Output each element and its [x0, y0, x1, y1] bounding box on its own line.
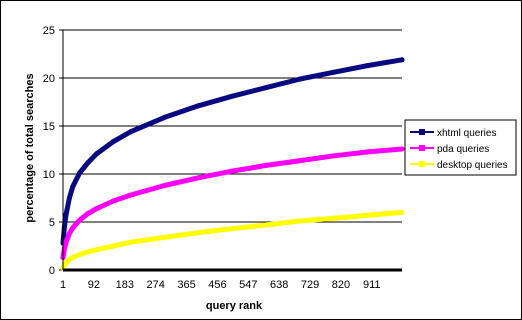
- data-point: [229, 168, 235, 174]
- y-tick-label: 25: [43, 25, 55, 37]
- data-point: [263, 162, 269, 168]
- data-point: [111, 243, 117, 249]
- y-tick-label: 15: [43, 121, 55, 133]
- y-tick-label: 20: [43, 73, 55, 85]
- data-point: [297, 76, 303, 82]
- series-lines: [60, 57, 405, 271]
- x-tick-label: 183: [116, 279, 134, 291]
- y-axis-ticks: 0 5 10 15 20 25: [43, 25, 63, 277]
- x-tick-label: 638: [270, 279, 288, 291]
- x-axis-ticks: 1 92 183 274 365 456 547 638 729 820 911: [60, 279, 381, 291]
- data-point: [229, 226, 235, 232]
- data-point: [94, 151, 100, 157]
- data-point: [195, 230, 201, 236]
- legend-swatch-marker: [419, 145, 425, 151]
- y-tick-label: 10: [43, 169, 55, 181]
- x-tick-label: 911: [363, 279, 381, 291]
- data-point: [63, 211, 69, 217]
- data-point: [94, 247, 100, 253]
- data-point: [85, 249, 91, 255]
- data-point: [297, 218, 303, 224]
- data-point: [195, 103, 201, 109]
- legend-swatch-marker: [419, 161, 425, 167]
- data-point: [162, 114, 167, 120]
- data-point: [94, 206, 100, 212]
- data-point: [77, 170, 83, 176]
- x-tick-label: 547: [239, 279, 257, 291]
- data-point: [63, 239, 69, 245]
- data-point: [128, 192, 133, 198]
- series-line-2: [60, 209, 405, 271]
- x-tick-label: 1: [60, 279, 66, 291]
- series-line-0: [60, 57, 405, 246]
- x-tick-label: 274: [146, 279, 164, 291]
- legend-label: xhtml queries: [437, 128, 496, 139]
- y-axis-title: percentage of total searches: [24, 73, 36, 222]
- y-tick-label: 5: [49, 217, 55, 229]
- data-point: [399, 146, 405, 152]
- data-point: [195, 175, 201, 181]
- data-point: [128, 239, 133, 245]
- x-tick-label: 456: [208, 279, 226, 291]
- data-point: [229, 93, 235, 99]
- data-point: [111, 138, 117, 144]
- data-point: [63, 259, 69, 265]
- data-point: [66, 195, 72, 201]
- x-tick-label: 365: [177, 279, 195, 291]
- x-tick-label: 820: [332, 279, 350, 291]
- data-point: [399, 57, 405, 63]
- data-point: [85, 160, 91, 165]
- data-point: [331, 215, 337, 221]
- data-point: [297, 158, 303, 164]
- gridlines: [63, 29, 402, 223]
- data-point: [263, 85, 269, 91]
- x-tick-label: 729: [301, 279, 319, 291]
- data-point: [128, 129, 133, 135]
- data-point: [365, 149, 371, 155]
- data-point: [162, 234, 167, 240]
- data-point: [162, 183, 167, 188]
- y-tick-label: 0: [49, 265, 55, 277]
- data-point: [331, 153, 337, 159]
- data-point: [85, 210, 91, 216]
- legend: xhtml queries pda queries desktop queries: [404, 119, 517, 176]
- data-point: [70, 184, 76, 189]
- data-point: [331, 69, 337, 75]
- x-axis-title: query rank: [206, 300, 263, 312]
- data-point: [66, 231, 72, 236]
- data-point: [111, 198, 117, 204]
- x-tick-label: 92: [88, 279, 100, 291]
- data-point: [70, 225, 76, 231]
- legend-label: pda queries: [437, 144, 489, 155]
- data-point: [77, 217, 83, 223]
- legend-label: desktop queries: [437, 160, 508, 171]
- data-point: [70, 255, 76, 260]
- data-point: [365, 212, 371, 218]
- data-point: [77, 252, 83, 258]
- data-point: [365, 63, 371, 68]
- data-point: [399, 209, 405, 215]
- legend-swatch-marker: [419, 129, 425, 135]
- data-point: [263, 222, 269, 228]
